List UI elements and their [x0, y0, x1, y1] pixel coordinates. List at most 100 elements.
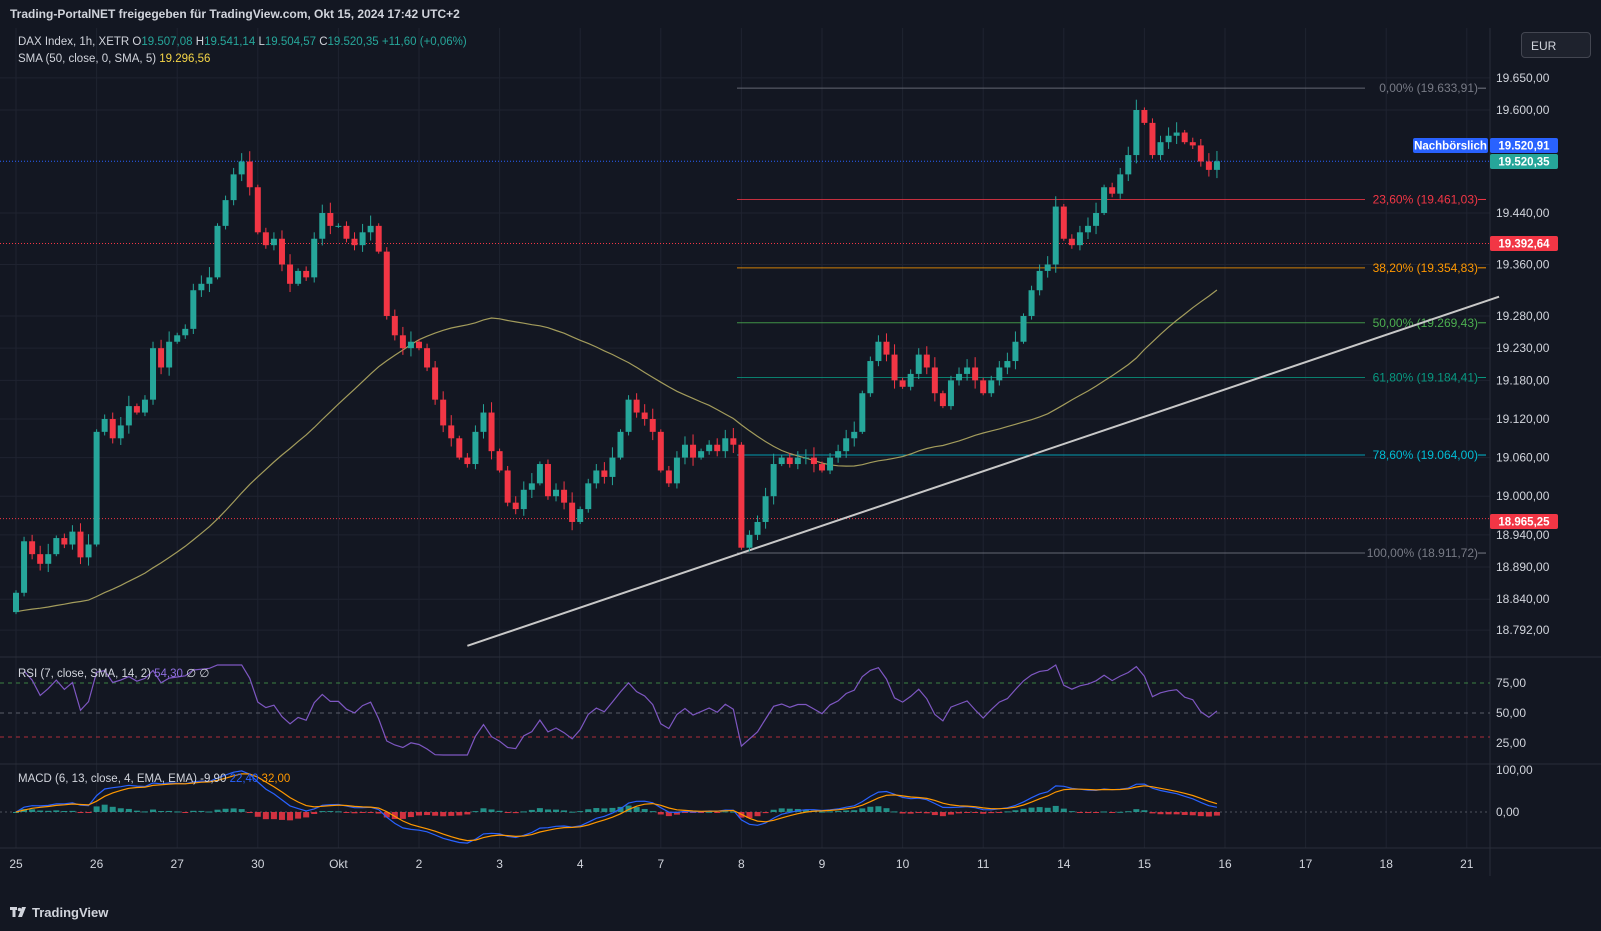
candle-body [448, 425, 455, 439]
candle-body [125, 406, 132, 426]
candle-body [45, 554, 52, 564]
macd-histogram-bar [577, 811, 584, 813]
macd-histogram-bar [536, 808, 543, 812]
candle-body [947, 380, 954, 407]
macd-histogram-bar [472, 811, 479, 813]
sma-value: 19.296,56 [159, 53, 211, 65]
macd-histogram-bar [609, 807, 616, 812]
candle-body [770, 464, 777, 497]
macd-histogram-bar [287, 812, 294, 821]
candle-body [407, 341, 414, 349]
macd-histogram-bar [972, 812, 979, 813]
macd-signal-line [15, 773, 1218, 842]
candle-body [867, 361, 874, 394]
macd-histogram-bar [158, 811, 165, 813]
candle-body [1141, 110, 1148, 123]
macd-histogram-bar [343, 812, 350, 813]
candle-body [1173, 132, 1180, 136]
candle-body [319, 212, 326, 239]
price-chart[interactable]: 0,00% (19.633,91) 23,60% (19.461,03) 38,20… [0, 28, 1601, 904]
candle-body [504, 470, 511, 503]
candle-body [480, 412, 487, 432]
macd-signal-value: 22,40 [229, 773, 259, 785]
macd-histogram-bar [1060, 808, 1067, 812]
currency-selector[interactable]: EUR [1521, 32, 1591, 58]
candle-body [875, 341, 882, 362]
candle-body [190, 290, 197, 329]
fib-level-label: 23,60% (19.461,03) [1373, 192, 1478, 206]
candle-body [706, 444, 713, 452]
candle-body [109, 418, 116, 439]
candle-body [1133, 110, 1140, 156]
candle-body [988, 380, 995, 394]
fib-level-label: 50,00% (19.269,43) [1373, 316, 1478, 330]
time-axis-label: 27 [171, 857, 185, 871]
candle-body [440, 399, 447, 426]
time-axis-label: Okt [329, 857, 348, 871]
macd-histogram-bar [367, 812, 374, 813]
price-badge-label: 19.520,91 [1498, 141, 1550, 153]
macd-histogram-bar [1173, 812, 1180, 815]
candle-body [456, 438, 463, 458]
candle-body [1076, 232, 1083, 246]
rsi-label: RSI (7, close, SMA, 14, 2) [18, 668, 151, 680]
macd-histogram-bar [319, 811, 326, 813]
macd-histogram-bar [335, 811, 342, 813]
time-axis-label: 9 [819, 857, 826, 871]
price-badge-label: 19.520,35 [1498, 157, 1550, 169]
candle-body [496, 451, 503, 471]
macd-histogram-bar [262, 812, 269, 820]
candle-body [1068, 238, 1075, 246]
macd-histogram-bar [1157, 812, 1164, 815]
candle-body [367, 225, 374, 233]
macd-histogram-bar [593, 808, 600, 812]
macd-histogram-bar [770, 809, 777, 812]
candle-body [1004, 361, 1011, 368]
time-axis-label: 25 [9, 857, 23, 871]
candle-body [488, 412, 495, 452]
candle-body [577, 509, 584, 522]
macd-histogram-bar [295, 812, 302, 819]
candle-body [21, 541, 28, 593]
candle-body [786, 457, 793, 465]
candle-body [657, 431, 664, 471]
candle-body [1060, 206, 1067, 239]
candle-body [37, 554, 44, 564]
symbol-name: DAX Index, 1h, XETR [18, 36, 130, 48]
macd-histogram-bar [528, 809, 535, 812]
candle-body [359, 232, 366, 246]
macd-histogram-bar [1181, 812, 1188, 815]
candle-body [29, 541, 36, 555]
price-axis-label: 18.940,00 [1496, 528, 1550, 542]
candle-body [665, 470, 672, 484]
macd-histogram-bar [633, 807, 640, 812]
macd-histogram-bar [730, 811, 737, 813]
macd-histogram-bar [432, 812, 439, 816]
candle-body [883, 341, 890, 355]
candle-body [698, 451, 705, 458]
candle-body [827, 457, 834, 471]
macd-histogram-bar [182, 812, 189, 813]
macd-histogram-bar [230, 808, 237, 812]
macd-histogram-bar [819, 811, 825, 813]
macd-histogram-bar [698, 812, 705, 813]
macd-histogram-bar [141, 811, 148, 813]
macd-histogram-bar [1012, 810, 1019, 812]
macd-histogram-bar [561, 810, 568, 812]
macd-histogram-bar [875, 806, 882, 812]
macd-histogram-bar [601, 808, 608, 812]
macd-histogram-bar [190, 810, 197, 812]
candle-body [198, 283, 205, 291]
macd-histogram-bar [988, 812, 995, 814]
candle-body [1052, 206, 1059, 265]
macd-histogram-bar [1165, 812, 1172, 815]
candle-body [536, 464, 543, 484]
macd-histogram-bar [843, 810, 850, 812]
fib-level-label: 38,20% (19.354,83) [1373, 261, 1478, 275]
macd-histogram-bar [1125, 811, 1132, 813]
macd-histogram-bar [1117, 811, 1124, 813]
price-badge [1490, 236, 1558, 251]
candle-body [166, 341, 173, 368]
candle-body [512, 502, 519, 510]
candle-body [254, 187, 261, 233]
